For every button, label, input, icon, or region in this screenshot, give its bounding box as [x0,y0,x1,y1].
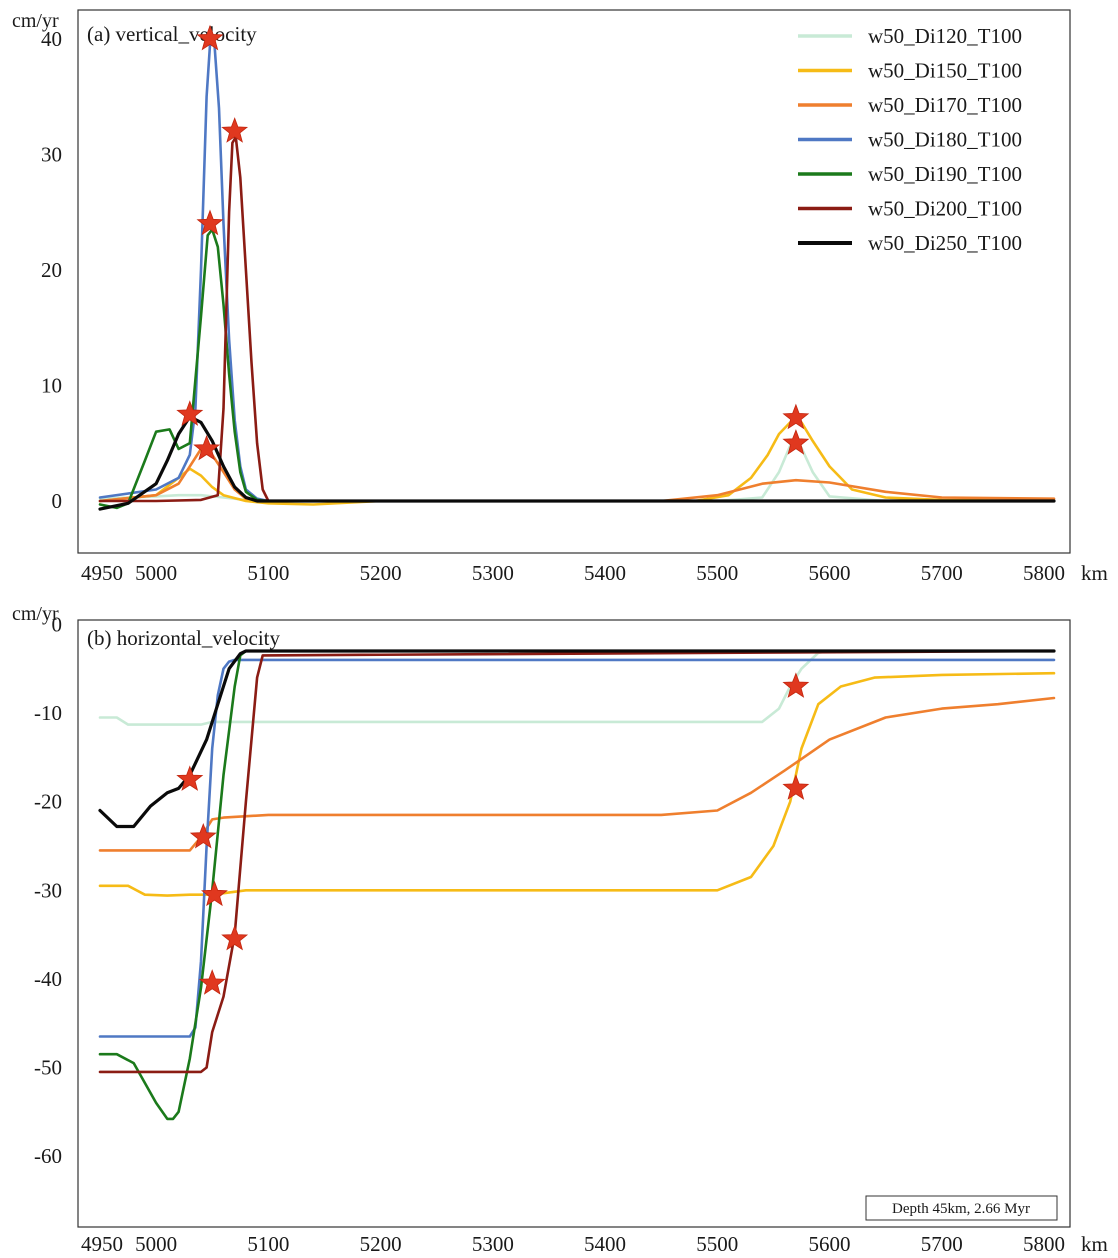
series-line-w50_Di190_T100 [98,649,1056,1121]
x-tick-label: 5000 [135,1232,177,1256]
y-tick-label: 0 [52,612,63,636]
y-tick-label: 10 [41,373,62,397]
series-line-w50_Di190_T100 [98,228,1056,510]
x-tick-label: 4950 [81,561,123,585]
series-line-w50_Di120_T100 [98,441,1056,503]
x-axis-label: km [1081,1232,1108,1256]
y-axis-label: cm/yr [12,10,59,32]
x-tick-label: 5500 [696,561,738,585]
x-tick-label: 5800 [1023,561,1065,585]
legend-label: w50_Di180_T100 [868,128,1022,152]
x-tick-label: 5400 [584,1232,626,1256]
panel-horizontal-velocity: cm/yr (b) horizontal_velocity km Depth 4… [12,603,1108,1256]
x-tick-label: 5300 [472,561,514,585]
chart-title: (b) horizontal_velocity [87,626,281,650]
y-tick-label: -60 [34,1144,62,1168]
star-marker [176,400,204,426]
star-marker [176,765,204,791]
x-axis-label: km [1081,561,1108,585]
y-axis-label: cm/yr [12,603,59,625]
y-tick-label: -10 [34,701,62,725]
x-tick-label: 5100 [247,561,289,585]
x-tick-label: 5500 [696,1232,738,1256]
x-tick-label: 5700 [921,1232,963,1256]
plot-frame [77,9,1071,554]
x-tick-label: 5100 [247,1232,289,1256]
chart-title: (a) vertical_velocity [87,22,257,46]
star-marker [189,822,217,849]
series-line-w50_Di150_T100 [98,418,1056,506]
star-marker [196,209,224,236]
star-marker [196,24,224,51]
legend-label: w50_Di120_T100 [868,24,1022,48]
annotation-box [865,1195,1058,1221]
panel-vertical-velocity: cm/yr (a) vertical_velocity km 0 10 20 30 40… [12,9,1108,585]
y-tick-label: 40 [41,27,62,51]
x-tick-label: 5200 [360,1232,402,1256]
star-marker [193,434,221,461]
series-line-w50_Di180_T100 [98,43,1056,503]
legend-label: w50_Di190_T100 [868,162,1022,186]
y-tick-label: -20 [34,790,62,814]
series-line-w50_Di200_T100 [98,135,1056,503]
x-tick-label: 5200 [360,561,402,585]
legend-label: w50_Di170_T100 [868,93,1022,117]
x-tick-label: 5600 [809,1232,851,1256]
series-line-w50_Di180_T100 [98,658,1056,1038]
legend-label: w50_Di150_T100 [868,59,1022,83]
legend-label: w50_Di250_T100 [868,231,1022,255]
x-tick-label: 5400 [584,561,626,585]
x-tick-label: 4950 [81,1232,123,1256]
star-marker [782,403,810,430]
star-marker [782,774,810,800]
y-tick-label: -50 [34,1055,62,1079]
star-marker [782,429,810,455]
x-tick-label: 5700 [921,561,963,585]
plot-frame [77,619,1071,1228]
series-line-w50_Di120_T100 [98,649,831,726]
star-marker [201,880,228,907]
star-marker [782,672,810,698]
y-tick-label: -40 [34,967,62,991]
y-tick-label: -30 [34,878,62,902]
y-tick-label: 0 [52,489,63,513]
x-tick-label: 5600 [809,561,851,585]
series-line-w50_Di200_T100 [98,649,1056,1074]
star-marker [221,924,249,951]
series-line-w50_Di170_T100 [98,696,1056,852]
y-tick-label: 20 [41,258,62,282]
star-marker [198,969,226,995]
x-tick-label: 5800 [1023,1232,1065,1256]
x-tick-label: 5300 [472,1232,514,1256]
star-marker [221,117,249,143]
series-line-w50_Di150_T100 [98,671,1056,897]
y-tick-label: 30 [41,142,62,166]
x-tick-label: 5000 [135,561,177,585]
series-line-w50_Di250_T100 [98,415,1056,511]
legend-label: w50_Di200_T100 [868,197,1022,221]
depth-time-annotation: Depth 45km, 2.66 Myr [892,1201,1030,1217]
